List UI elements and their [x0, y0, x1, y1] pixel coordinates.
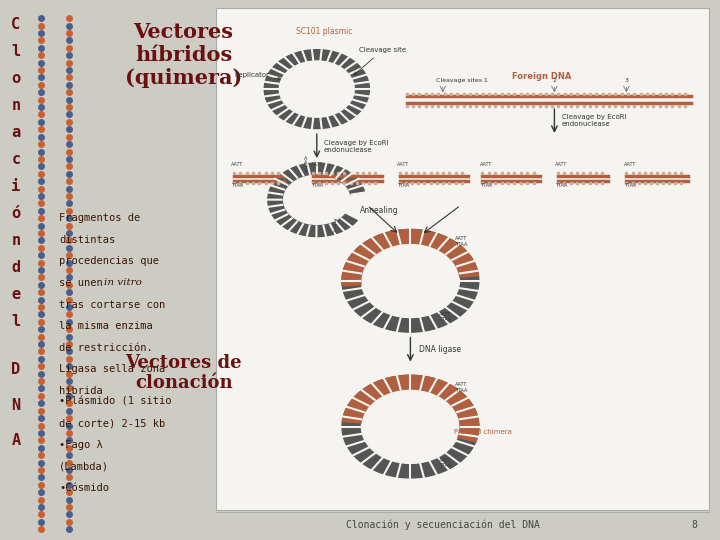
Text: AATT
TTAA: AATT TTAA	[439, 458, 451, 468]
Text: AATT: AATT	[624, 163, 636, 167]
Polygon shape	[342, 230, 479, 286]
Text: 3: 3	[624, 78, 629, 83]
Text: AATT: AATT	[480, 163, 492, 167]
Text: DNA ligase: DNA ligase	[419, 345, 461, 354]
Text: de restricción.: de restricción.	[59, 343, 153, 353]
Text: se unen: se unen	[59, 278, 109, 288]
Text: 8: 8	[692, 520, 698, 530]
Text: C: C	[12, 17, 20, 32]
Polygon shape	[342, 375, 479, 478]
Text: Vectores
híbridos
(quimera): Vectores híbridos (quimera)	[125, 22, 242, 88]
Text: A
A
T
T: A A T T	[305, 156, 307, 176]
Text: l: l	[12, 44, 20, 59]
Text: AATT: AATT	[397, 163, 410, 167]
Text: •Plásmido (1 sitio: •Plásmido (1 sitio	[59, 397, 171, 407]
Text: TTAA: TTAA	[231, 183, 244, 188]
Bar	[216, 8, 709, 510]
Polygon shape	[362, 390, 459, 463]
Text: ó: ó	[12, 206, 20, 221]
Polygon shape	[361, 244, 459, 318]
Text: Cleavage site: Cleavage site	[354, 48, 405, 75]
Text: •Fago λ: •Fago λ	[59, 440, 103, 450]
Text: (Lambda): (Lambda)	[59, 462, 109, 472]
Text: SC101 plasmic: SC101 plasmic	[296, 27, 352, 36]
Text: 2: 2	[552, 78, 557, 83]
Text: Ligasa sella zona: Ligasa sella zona	[59, 364, 166, 375]
Text: N: N	[12, 397, 20, 413]
Text: A: A	[12, 433, 20, 448]
Text: c: c	[12, 152, 20, 167]
Text: Fragmentos de: Fragmentos de	[59, 213, 140, 224]
Text: TTAA: TTAA	[555, 183, 568, 188]
Text: TTAA: TTAA	[624, 183, 636, 188]
Text: la misma enzima: la misma enzima	[59, 321, 153, 332]
Text: e: e	[12, 287, 20, 302]
Text: Plasmid chimera: Plasmid chimera	[454, 429, 511, 435]
Text: procedencias que: procedencias que	[59, 256, 159, 267]
Text: Annealing: Annealing	[360, 206, 399, 215]
Text: AATT
TTAA: AATT TTAA	[455, 382, 467, 393]
Text: Foreign DNA: Foreign DNA	[512, 72, 572, 81]
Text: in vitro: in vitro	[104, 278, 142, 287]
Text: Cleavage sites 1: Cleavage sites 1	[436, 78, 487, 83]
Polygon shape	[268, 163, 365, 237]
Polygon shape	[342, 230, 479, 332]
Text: o: o	[12, 71, 20, 86]
Text: Clonación y secuenciación del DNA: Clonación y secuenciación del DNA	[346, 519, 540, 530]
Polygon shape	[361, 390, 459, 463]
Polygon shape	[342, 375, 479, 442]
Text: tras cortarse con: tras cortarse con	[59, 300, 166, 310]
Text: híbrida: híbrida	[59, 386, 103, 396]
Text: AATT: AATT	[555, 163, 568, 167]
Text: •Cósmido: •Cósmido	[59, 483, 109, 494]
Text: distintas: distintas	[59, 235, 115, 245]
Text: n: n	[12, 233, 20, 248]
Text: AATT: AATT	[231, 163, 244, 167]
Text: Replicator: Replicator	[234, 72, 281, 80]
Text: a: a	[12, 125, 20, 140]
Text: TTAA: TTAA	[310, 183, 323, 188]
Text: T
T
A: T T A	[333, 219, 336, 234]
Text: Cleavage by EcoRI
endonuclease: Cleavage by EcoRI endonuclease	[562, 114, 626, 127]
Text: AATT: AATT	[310, 163, 323, 167]
Text: d: d	[12, 260, 20, 275]
Text: de corte) 2-15 kb: de corte) 2-15 kb	[59, 418, 166, 429]
Polygon shape	[279, 61, 354, 117]
Text: Vectores de
clonación: Vectores de clonación	[125, 354, 242, 393]
Text: AATT
TTAA: AATT TTAA	[455, 237, 467, 247]
Text: TTAA: TTAA	[397, 183, 410, 188]
Text: Cleavage by EcoRI
endonuclease: Cleavage by EcoRI endonuclease	[324, 139, 389, 153]
Text: AATT
TTAA: AATT TTAA	[439, 312, 451, 322]
Text: n: n	[12, 98, 20, 113]
Text: D: D	[12, 362, 20, 377]
Text: i: i	[12, 179, 20, 194]
Polygon shape	[362, 245, 459, 317]
Text: TTAA: TTAA	[480, 183, 492, 188]
Text: l: l	[12, 314, 20, 329]
Polygon shape	[264, 50, 369, 129]
